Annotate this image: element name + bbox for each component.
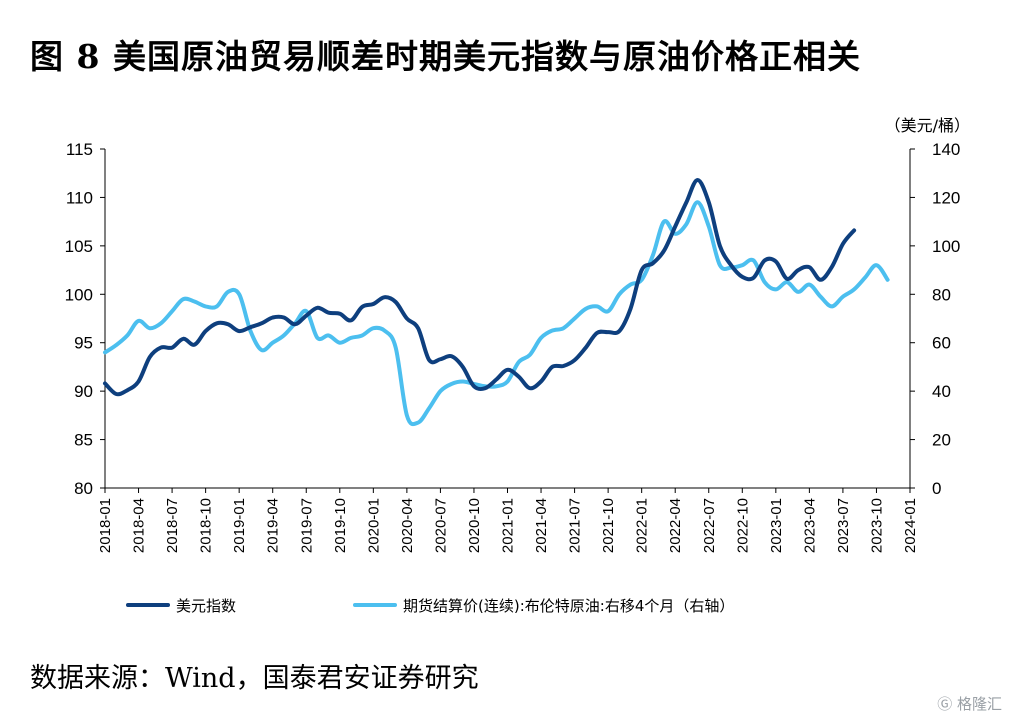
right-tick-label: 0 [932, 479, 941, 498]
x-tick-label: 2018-04 [131, 498, 148, 553]
x-tick-label: 2019-01 [231, 498, 248, 553]
x-tick-label: 2019-10 [332, 498, 349, 553]
right-tick-label: 140 [932, 140, 960, 159]
left-tick-label: 115 [66, 140, 93, 159]
right-tick-label: 100 [932, 237, 960, 256]
series-line-brent-oil [103, 200, 890, 427]
x-tick-label: 2021-07 [567, 498, 584, 553]
left-tick-label: 85 [74, 431, 93, 450]
x-tick-label: 2020-07 [432, 498, 449, 553]
x-tick-label: 2020-01 [365, 498, 382, 553]
x-tick-label: 2020-10 [466, 498, 483, 553]
x-tick-label: 2019-04 [265, 498, 282, 553]
x-tick-label: 2023-01 [768, 498, 785, 553]
x-tick-label: 2020-04 [399, 498, 416, 553]
series-line-usd-index [103, 178, 857, 397]
right-tick-label: 120 [932, 188, 960, 207]
x-tick-label: 2019-07 [298, 498, 315, 553]
x-tick-label: 2021-04 [533, 498, 550, 553]
x-tick-label: 2024-01 [902, 498, 919, 553]
x-tick-label: 2018-10 [198, 498, 215, 553]
right-tick-label: 80 [932, 285, 951, 304]
plot-area [103, 178, 890, 427]
legend-item-brent-oil-label: 期货结算价(连续):布伦特原油:右移4个月（右轴） [403, 597, 734, 615]
x-tick-label: 2022-04 [667, 498, 684, 553]
legend-item-usd-index-label: 美元指数 [176, 597, 236, 615]
x-tick-label: 2021-10 [600, 498, 617, 553]
left-tick-label: 105 [65, 237, 93, 256]
right-tick-label: 60 [932, 334, 951, 353]
x-tick-label: 2018-01 [97, 498, 114, 553]
x-tick-label: 2023-10 [868, 498, 885, 553]
right-tick-label: 40 [932, 382, 951, 401]
x-tick-label: 2021-01 [500, 498, 517, 553]
dual-axis-line-chart: （美元/桶） 80 85 90 95 100 105 110 115 0 20 40 60 80 100 1… [65, 116, 970, 615]
watermark: Ⓖ 格隆汇 [937, 693, 1002, 714]
left-tick-label: 95 [74, 334, 93, 353]
left-tick-label: 100 [65, 285, 93, 304]
watermark-text: 格隆汇 [956, 695, 1002, 713]
left-tick-label: 80 [74, 479, 93, 498]
x-tick-label: 2022-10 [734, 498, 751, 553]
x-tick-label: 2023-07 [835, 498, 852, 553]
left-tick-label: 110 [66, 188, 93, 207]
x-tick-label: 2023-04 [801, 498, 818, 553]
chart-title: 图 8 美国原油贸易顺差时期美元指数与原油价格正相关 [30, 37, 861, 76]
x-tick-label: 2018-07 [164, 498, 181, 553]
left-tick-label: 90 [74, 382, 93, 401]
chart-axes: 80 85 90 95 100 105 110 115 0 20 40 60 80 100 120 140 20… [65, 140, 961, 553]
right-axis-unit: （美元/桶） [885, 116, 970, 135]
x-tick-label: 2022-01 [634, 498, 651, 553]
watermark-logo-icon: Ⓖ [937, 695, 953, 713]
right-tick-label: 20 [932, 431, 951, 450]
chart-legend: 美元指数 期货结算价(连续):布伦特原油:右移4个月（右轴） [126, 597, 734, 615]
data-source-note: 数据来源：Wind，国泰君安证券研究 [30, 663, 479, 694]
x-tick-label: 2022-07 [701, 498, 718, 553]
